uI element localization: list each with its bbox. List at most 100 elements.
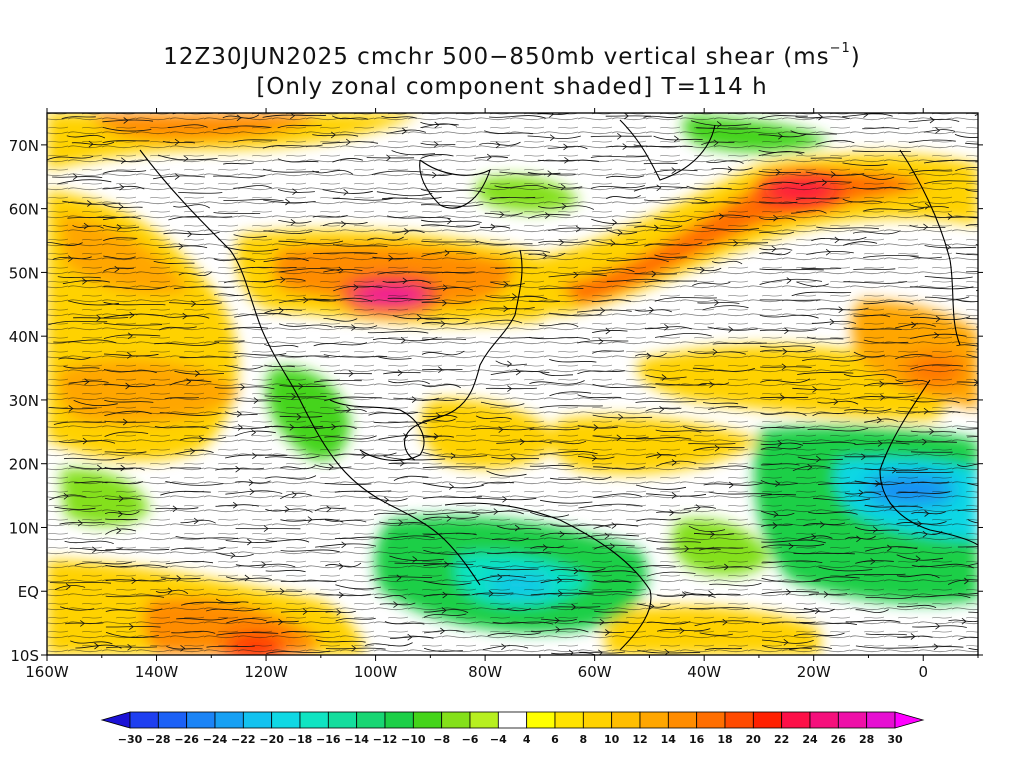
streamline (646, 621, 691, 625)
streamline (322, 222, 368, 227)
streamline-arrow (178, 243, 184, 250)
streamline (487, 551, 552, 554)
lon-tick-label: 100W (354, 663, 398, 681)
streamline-arrow (440, 627, 445, 635)
streamline (322, 189, 373, 194)
streamline-arrow (807, 463, 813, 471)
streamline-arrow (122, 418, 128, 426)
streamline-arrow (661, 374, 667, 381)
streamline (806, 336, 844, 340)
streamline (965, 142, 978, 145)
streamline-arrow (361, 452, 367, 459)
streamline-arrow (388, 254, 394, 262)
streamline (760, 463, 800, 466)
longitude-axis: 160W 140W 120W 100W 80W 60W 40W 20W 0 (25, 108, 979, 681)
streamline-arrow (788, 542, 794, 550)
streamline (324, 483, 372, 486)
streamline (977, 455, 978, 457)
streamline-arrow (961, 617, 967, 625)
streamline (863, 300, 914, 305)
streamline (706, 160, 744, 164)
streamline (864, 418, 899, 423)
streamline (591, 268, 635, 273)
streamline-arrow (695, 504, 701, 511)
streamline (381, 115, 417, 119)
streamline-arrow (336, 608, 342, 616)
streamline (813, 576, 860, 582)
streamline (654, 297, 717, 302)
streamline (281, 661, 326, 664)
streamline (956, 344, 978, 347)
streamline (495, 360, 528, 366)
streamline-arrow (775, 480, 781, 488)
streamline (103, 255, 136, 260)
streamline (421, 223, 481, 228)
colorbar-box (837, 711, 868, 729)
streamline (265, 539, 310, 543)
streamline-arrow (393, 601, 399, 608)
streamline (797, 456, 843, 461)
streamline (364, 642, 413, 647)
streamline (806, 250, 854, 255)
streamline-arrow (771, 245, 777, 253)
streamline (696, 127, 761, 130)
streamline-arrow (450, 452, 456, 460)
streamline-arrow (1001, 158, 1005, 164)
streamline (592, 329, 628, 333)
streamline-arrow (92, 546, 97, 554)
colorbar-label: 24 (802, 733, 818, 746)
streamline (924, 276, 973, 279)
streamline (529, 464, 575, 467)
streamline-arrow (119, 183, 125, 191)
streamline (62, 279, 110, 285)
streamline (965, 224, 978, 227)
streamline (688, 525, 726, 533)
streamline-arrow (118, 510, 123, 518)
streamline-arrow (502, 495, 508, 503)
streamline (541, 665, 571, 667)
streamline (643, 115, 683, 118)
streamline-arrow (875, 480, 881, 487)
streamline (224, 326, 269, 330)
streamline (924, 180, 978, 185)
colorbar-label: 12 (632, 733, 647, 746)
streamline-arrow (507, 360, 513, 368)
colorbar-label: 14 (661, 733, 677, 746)
streamline (591, 239, 639, 245)
streamline-arrow (187, 230, 193, 238)
lat-tick-label: 40N (9, 328, 39, 346)
streamline (761, 639, 814, 644)
streamline-arrow (252, 452, 257, 460)
streamline (263, 230, 313, 234)
streamline (179, 436, 227, 441)
streamline (692, 367, 756, 372)
colorbar-arrow-high (894, 711, 925, 729)
streamline (655, 332, 712, 338)
streamline (805, 171, 865, 176)
streamline (701, 227, 760, 231)
streamline (394, 562, 454, 565)
streamline (233, 234, 267, 238)
streamline-arrow (713, 139, 719, 147)
streamline-arrow (127, 643, 133, 651)
streamline (975, 244, 978, 246)
streamline-arrow (386, 154, 392, 162)
streamline-arrow (563, 143, 569, 151)
streamline-arrow (778, 132, 783, 140)
streamline (947, 579, 978, 585)
streamline-arrow (617, 229, 623, 237)
streamline (376, 191, 433, 197)
streamline-arrow (82, 277, 88, 285)
streamline (422, 418, 456, 422)
colorbar-label: 6 (551, 733, 559, 746)
streamline (539, 451, 598, 455)
streamline (760, 510, 795, 517)
streamline (278, 240, 344, 245)
streamline (846, 668, 895, 672)
streamline (388, 380, 430, 385)
colorbar: −30 −28 −26 −24 −22 −20 −18 −16 −14 −12 −10 −8 −6 −4 4… (100, 711, 925, 746)
streamline-arrow (96, 314, 102, 322)
streamline-arrow (549, 113, 554, 118)
streamline-arrow (727, 664, 731, 670)
streamline (227, 659, 262, 661)
